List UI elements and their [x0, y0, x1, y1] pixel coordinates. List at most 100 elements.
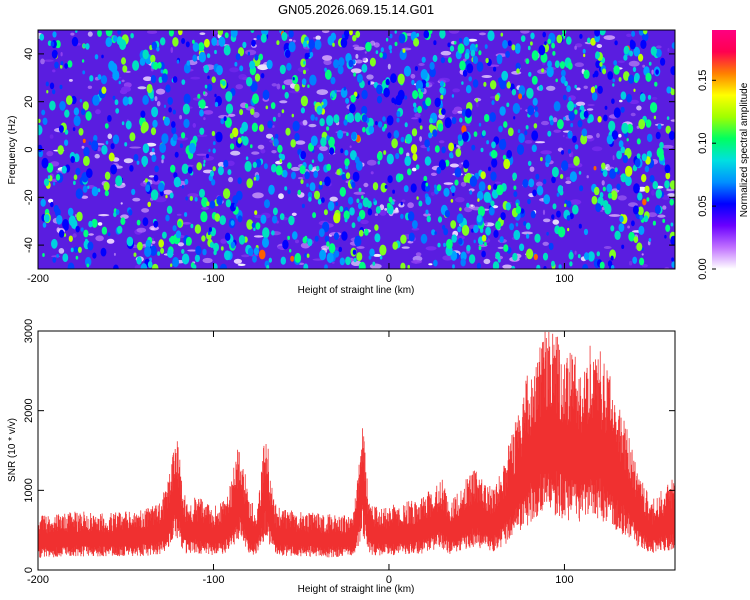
spectrogram-cell	[324, 264, 328, 269]
spectrogram-cell	[644, 185, 650, 193]
spectrogram-cell	[548, 242, 554, 251]
spectrogram-cell	[412, 153, 418, 161]
spectrogram-cell	[379, 52, 383, 58]
spectrogram-cell	[300, 150, 307, 160]
spectrogram-cell	[546, 231, 549, 236]
spectrogram-cell	[483, 81, 487, 87]
spectrogram-streak	[425, 246, 437, 251]
spectrogram-cell	[330, 76, 336, 85]
spectrogram-cell	[569, 213, 574, 220]
spectrogram-cell	[83, 229, 89, 238]
spectrogram-cell	[512, 252, 518, 261]
spectrogram-streak	[155, 88, 166, 95]
spectrogram-cell	[279, 64, 286, 75]
spectrogram-cell	[526, 248, 534, 260]
snr-series	[38, 331, 675, 558]
spectrogram-cell	[157, 62, 162, 69]
spectrogram-cell	[634, 72, 640, 82]
spectrogram-cell	[450, 199, 454, 203]
spectrogram-streak	[603, 246, 612, 249]
spectrogram-cell	[333, 232, 339, 241]
spectrogram-cell	[209, 200, 216, 209]
spectrogram-cell	[64, 63, 68, 69]
colorbar-tick-label: 0.05	[697, 195, 709, 216]
spectrogram-streak	[438, 140, 445, 144]
spectrogram-streak	[276, 83, 281, 90]
spectrogram-cell	[340, 148, 344, 154]
spectrogram-cell	[613, 107, 621, 118]
spectrogram-cell	[528, 178, 535, 188]
spectrogram-cell	[416, 33, 420, 37]
spectrogram-cell	[616, 183, 621, 191]
spectrogram-cell	[429, 117, 433, 124]
spectrogram-streak	[119, 89, 128, 95]
spectrogram-streak	[481, 75, 493, 78]
spectrogram-cell	[181, 38, 186, 44]
spectrogram-cell	[480, 171, 486, 180]
spectrogram-cell	[503, 158, 511, 170]
spectrogram-cell	[308, 196, 312, 202]
spectrogram-cell	[208, 227, 212, 232]
spectrogram-cell	[316, 105, 323, 115]
spectrogram-cell	[645, 72, 652, 82]
spectrogram-cell	[423, 175, 428, 182]
spectrogram-streak	[291, 166, 300, 172]
spectrogram-cell	[161, 154, 165, 160]
spectrogram-cell	[458, 237, 463, 245]
spectrogram-streak	[651, 69, 654, 75]
spectrogram-cell	[357, 216, 361, 222]
spectrogram-cell	[181, 249, 185, 254]
spectrogram-cell	[443, 228, 449, 236]
spectrogram-streak	[143, 76, 153, 81]
spectrogram-cell	[67, 262, 75, 269]
spectrogram-streak	[651, 189, 655, 196]
spectrogram-cell	[271, 230, 275, 236]
spectrogram-cell	[385, 37, 389, 42]
spectrogram-cell	[477, 190, 484, 201]
spectrogram-streak	[98, 214, 110, 217]
spectrogram-cell	[108, 152, 115, 162]
spectrogram-cell	[631, 220, 635, 227]
spectrogram-cell	[547, 38, 552, 45]
spectrogram-streak	[476, 102, 479, 108]
spectrogram-cell	[105, 37, 113, 48]
spectrogram-cell	[352, 171, 360, 182]
spectrogram-cell	[543, 178, 547, 185]
spectrogram-cell	[131, 188, 136, 196]
spectrogram-streak	[202, 155, 215, 161]
spectrogram-cell	[533, 123, 538, 129]
spectrogram-streak	[619, 99, 623, 103]
spectrogram-cell	[195, 245, 202, 256]
spectrogram-cell	[347, 112, 354, 123]
spectrogram-cell	[610, 255, 614, 261]
spectrogram-cell	[119, 39, 127, 50]
spectrogram-cell	[287, 189, 291, 195]
spectrogram-streak	[502, 264, 513, 269]
spectrogram-cell	[541, 68, 545, 73]
spectrogram-streak	[467, 38, 478, 42]
spectrogram-cell	[194, 254, 200, 263]
spectrogram-cell	[461, 125, 467, 134]
spectrogram-streak	[661, 144, 674, 149]
spectrogram-cell	[425, 209, 429, 215]
spectrogram-cell	[579, 185, 584, 192]
spectrogram-cell	[334, 250, 340, 258]
spectrogram-cell	[376, 84, 383, 95]
spectrogram-cell	[391, 138, 398, 149]
spectrogram-cell	[301, 203, 305, 209]
spectrogram-cell	[345, 172, 351, 180]
spectrogram-streak	[70, 32, 75, 36]
spectrogram-cell	[507, 127, 514, 137]
spectrogram-streak	[295, 140, 306, 145]
spectrogram-cell	[515, 202, 519, 207]
spectrogram-cell	[639, 93, 646, 102]
spectrogram-cell	[531, 75, 538, 85]
spectrogram-cell	[562, 94, 567, 101]
spectrogram-cell	[457, 43, 465, 54]
spectrogram-streak	[349, 145, 352, 148]
spectrogram-streak	[295, 239, 299, 244]
spectrogram-streak	[574, 250, 577, 255]
spectrogram-cell	[632, 256, 638, 264]
spectrogram-streak	[95, 109, 101, 115]
spectrogram-cell	[450, 220, 457, 229]
